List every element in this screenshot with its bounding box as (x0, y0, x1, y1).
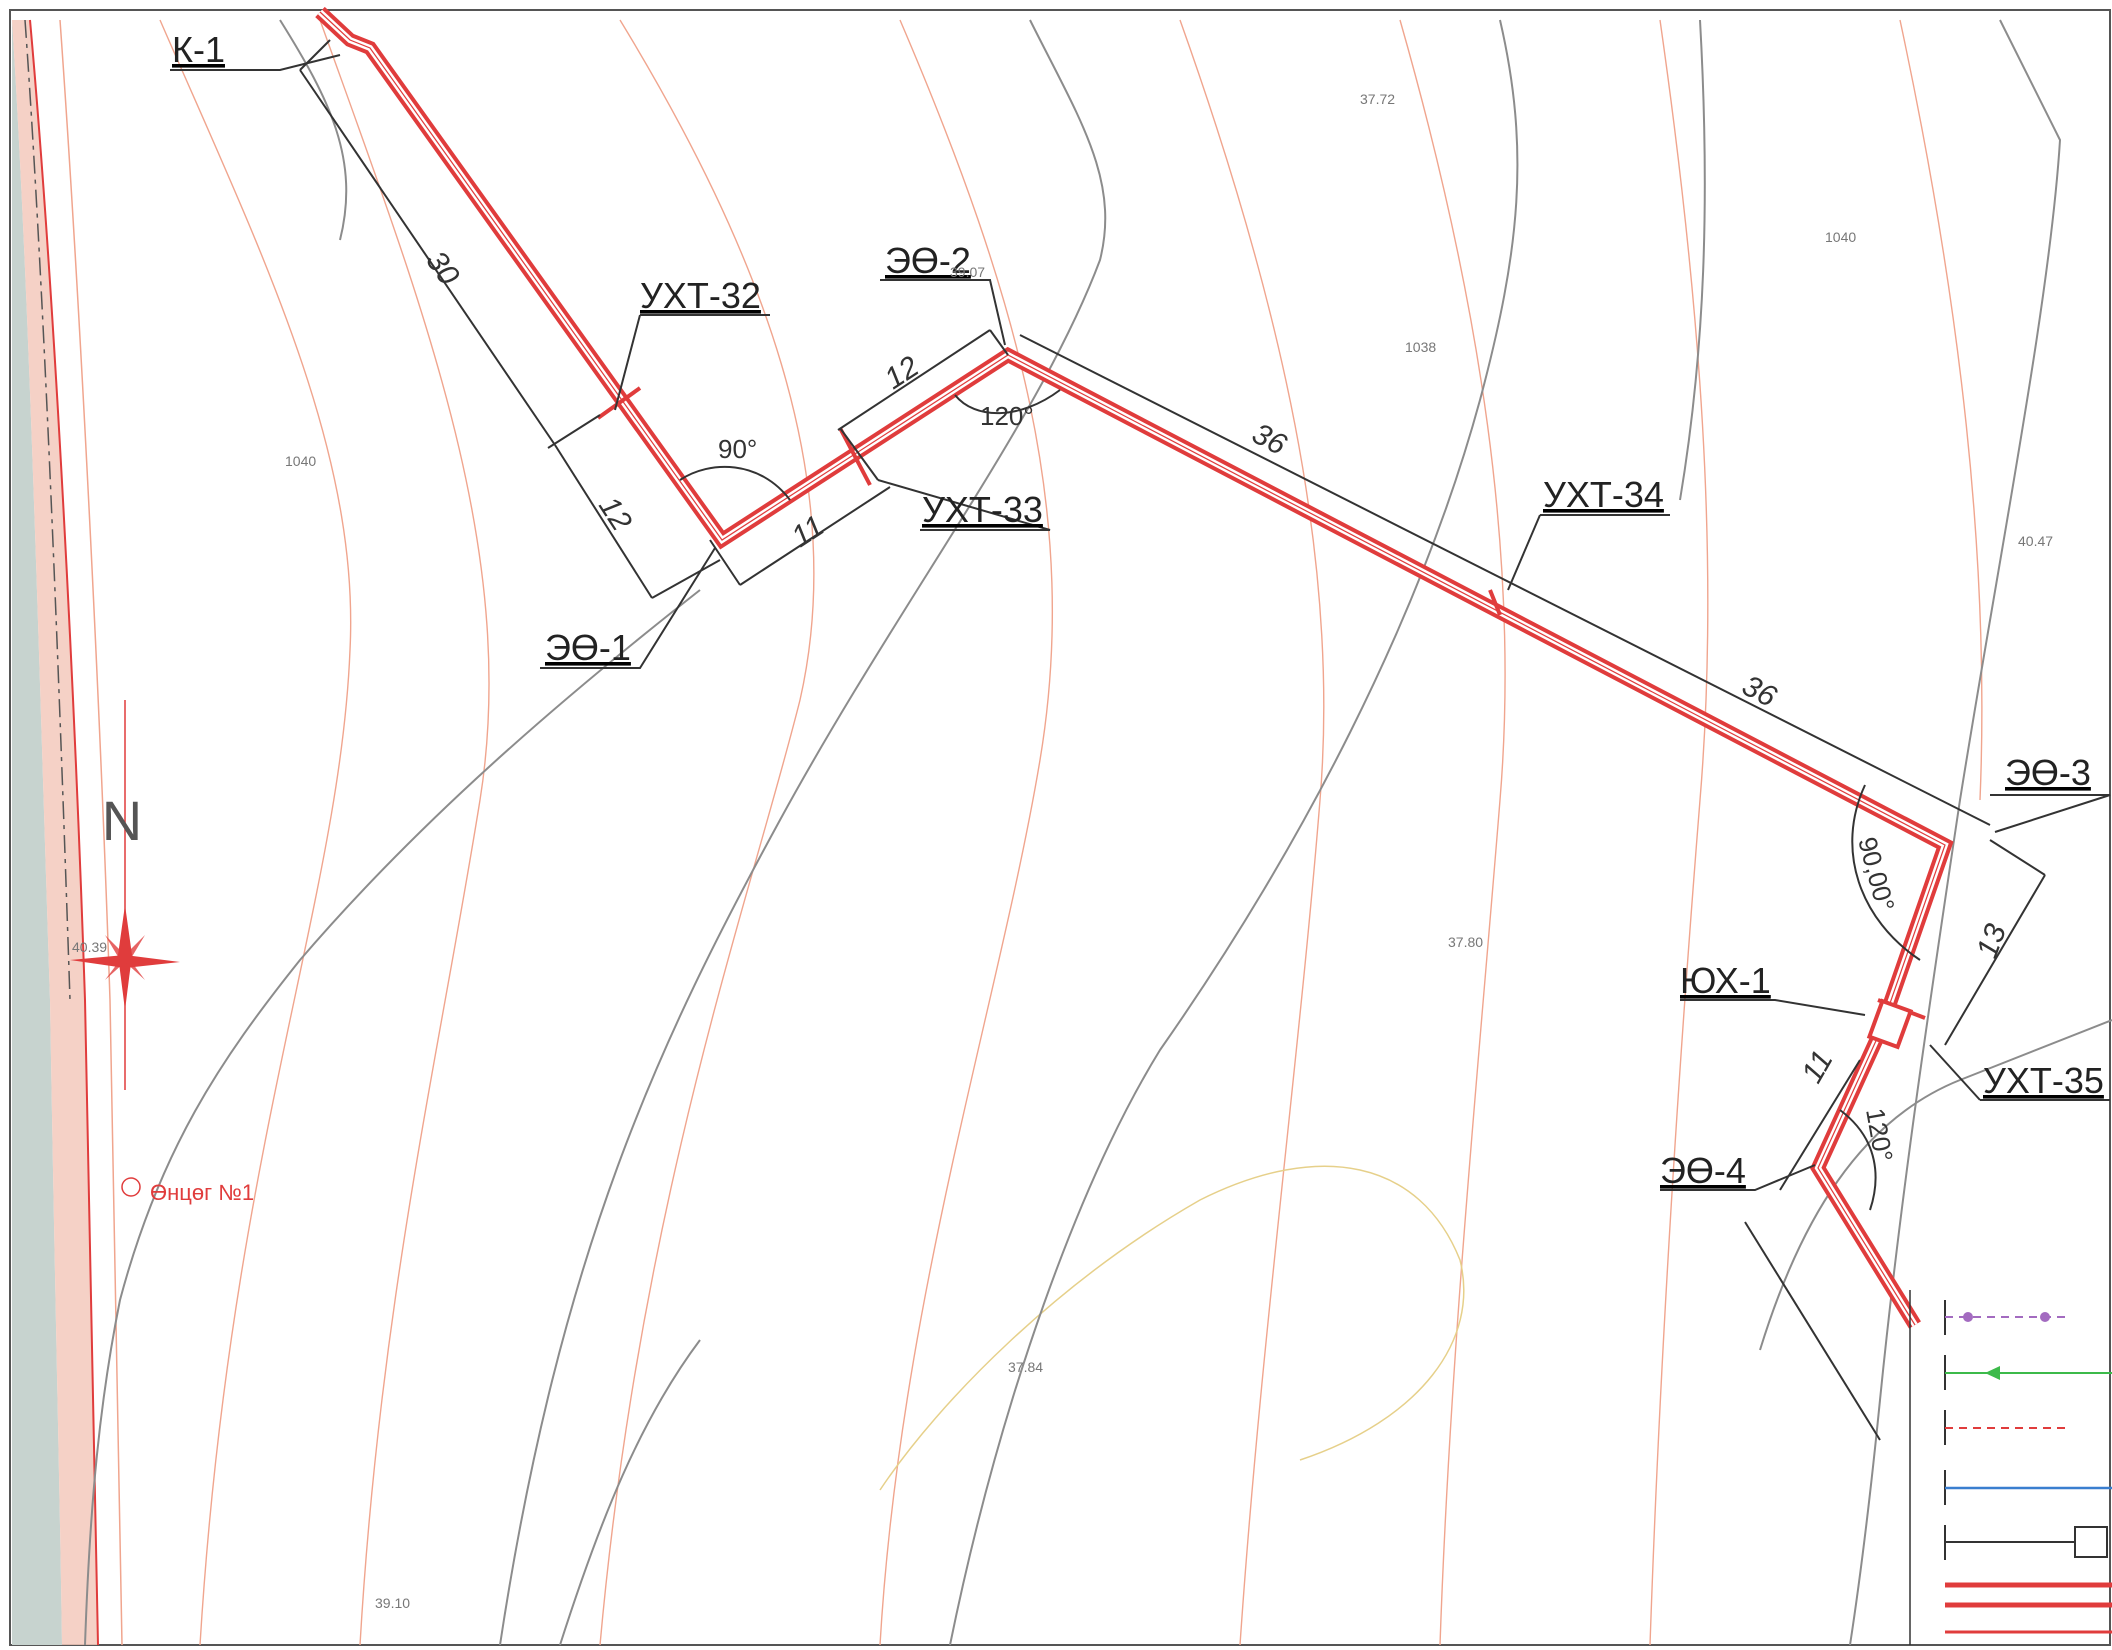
dim-12a: 12 (592, 491, 638, 537)
label-uht35: УХТ-35 (1983, 1060, 2104, 1101)
elev-3784: 37.84 (1008, 1359, 1043, 1375)
contour-yellow (879, 1165, 1465, 1491)
elev-3772: 37.72 (1360, 91, 1395, 107)
drawing-frame (9, 9, 2111, 1646)
elev-1038: 1038 (1405, 339, 1436, 355)
label-yux1: ЮХ-1 (1680, 960, 1771, 1001)
label-uht33: УХТ-33 (922, 489, 1043, 530)
label-eo4: ЭӨ-4 (1660, 1150, 1746, 1191)
elev-1040b: 1040 (285, 453, 316, 469)
legend-item-green (1944, 1355, 2112, 1390)
elev-4047: 40.47 (2018, 533, 2053, 549)
dimension-values: 30 12 12 11 36 36 13 11 (419, 245, 2013, 1088)
legend-item-red-dashed (1944, 1410, 2070, 1445)
label-uht34: УХТ-34 (1543, 474, 1664, 515)
legend-item-box (1944, 1525, 2108, 1560)
legend-item-double-red (1945, 1582, 2112, 1634)
legend-item-blue (1944, 1470, 2112, 1505)
dim-11a: 11 (786, 509, 830, 554)
elev-3910: 39.10 (375, 1595, 410, 1611)
well-label: Өнцөг №1 (150, 1180, 254, 1205)
contour-lines (159, 19, 1983, 1646)
angle-90b: 90,00° (1852, 834, 1901, 915)
legend (1909, 1290, 2112, 1645)
dim-30: 30 (419, 245, 465, 292)
dim-11b: 11 (1795, 1045, 1839, 1088)
shoreline-band (12, 19, 123, 1646)
dim-13: 13 (1971, 919, 2014, 962)
angle-arcs (679, 389, 1921, 1211)
elev-3780: 37.80 (1448, 934, 1483, 950)
elev-4039: 40.39 (72, 939, 107, 955)
road-lines (84, 19, 2112, 1646)
legend-item-purple (1944, 1300, 2070, 1335)
label-uht32: УХТ-32 (640, 275, 761, 316)
angle-120b: 120° (1860, 1106, 1899, 1164)
label-k1: К-1 (172, 29, 225, 70)
north-arrow-icon: N (70, 700, 180, 1090)
dim-36b: 36 (1737, 669, 1782, 714)
well-marker: Өнцөг №1 (121, 1177, 254, 1205)
dim-36a: 36 (1247, 417, 1292, 462)
dim-12b: 12 (879, 350, 925, 396)
angle-120a: 120° (980, 401, 1034, 431)
elevation-marks: 37.72 1040 39.07 1038 1040 40.47 37.80 4… (72, 91, 2053, 1611)
dimension-lines (299, 39, 2046, 1441)
node-labels: К-1 УХТ-32 ЭӨ-2 УХТ-33 ЭӨ-1 УХТ-34 ЭӨ-3 … (172, 29, 2104, 1191)
angle-90: 90° (718, 434, 757, 464)
leader-lines (170, 54, 2111, 1191)
label-eo2: ЭӨ-2 (885, 240, 971, 281)
label-eo3: ЭӨ-3 (2005, 752, 2091, 793)
yux1-box (1866, 998, 1914, 1050)
label-eo1: ЭӨ-1 (545, 627, 631, 668)
elev-1040a: 1040 (1825, 229, 1856, 245)
north-label: N (102, 789, 142, 852)
elev-3907: 39.07 (950, 264, 985, 280)
